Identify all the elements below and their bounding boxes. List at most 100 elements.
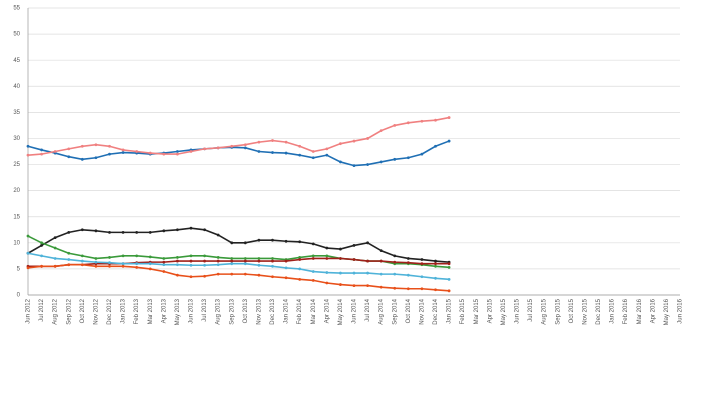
- point-marker: [203, 274, 206, 278]
- point-marker: [257, 257, 261, 260]
- point-marker: [26, 251, 30, 255]
- point-marker: [406, 257, 410, 260]
- point-marker: [94, 156, 98, 160]
- point-marker: [216, 263, 220, 267]
- point-marker: [230, 262, 234, 266]
- point-marker: [108, 261, 111, 265]
- point-marker: [53, 150, 57, 153]
- point-marker: [67, 155, 71, 159]
- x-tick-label: Jan 2013: [121, 298, 127, 323]
- point-marker: [230, 241, 234, 245]
- point-marker: [311, 270, 315, 273]
- point-marker: [135, 254, 139, 258]
- y-tick-label: 15: [13, 214, 20, 220]
- x-tick-label: Apr 2015: [487, 298, 493, 323]
- point-marker: [406, 156, 410, 160]
- point-marker: [67, 263, 71, 267]
- point-marker: [352, 244, 356, 247]
- point-marker: [80, 157, 84, 161]
- point-marker: [94, 260, 98, 264]
- point-marker: [121, 151, 125, 154]
- point-marker: [216, 146, 220, 150]
- point-marker: [393, 124, 397, 127]
- point-marker: [434, 259, 437, 263]
- point-marker: [434, 264, 437, 268]
- series-line: [27, 140, 450, 167]
- point-marker: [67, 258, 71, 261]
- x-tick-label: Nov 2013: [256, 298, 262, 324]
- point-marker: [311, 242, 315, 246]
- point-marker: [447, 277, 451, 281]
- point-marker: [393, 286, 397, 290]
- point-marker: [406, 121, 410, 125]
- x-tick-label: Jul 2013: [202, 298, 208, 321]
- x-tick-label: Oct 2015: [569, 298, 575, 323]
- x-tick-label: Jun 2014: [352, 298, 358, 323]
- y-tick-label: 55: [13, 6, 20, 12]
- point-marker: [434, 262, 437, 266]
- point-marker: [135, 230, 139, 234]
- point-marker: [284, 151, 288, 155]
- point-marker: [311, 150, 315, 153]
- point-marker: [393, 254, 397, 258]
- point-marker: [298, 144, 302, 148]
- point-marker: [176, 150, 179, 153]
- point-marker: [325, 153, 329, 157]
- point-marker: [420, 275, 424, 279]
- point-marker: [366, 241, 369, 245]
- point-marker: [379, 129, 383, 133]
- point-marker: [121, 254, 125, 258]
- point-marker: [298, 277, 302, 281]
- point-marker: [176, 263, 179, 267]
- x-tick-label: Nov 2014: [419, 298, 425, 324]
- x-tick-label: Jun 2015: [515, 298, 521, 323]
- point-marker: [339, 283, 342, 286]
- point-marker: [67, 251, 71, 255]
- point-marker: [203, 263, 206, 267]
- point-marker: [176, 259, 179, 263]
- x-tick-label: Apr 2016: [650, 298, 656, 323]
- point-marker: [189, 150, 193, 153]
- point-marker: [257, 150, 261, 153]
- point-marker: [121, 230, 125, 234]
- y-tick-label: 25: [13, 162, 20, 168]
- x-tick-label: Feb 2013: [134, 298, 140, 324]
- point-marker: [311, 156, 315, 160]
- point-marker: [298, 153, 302, 157]
- x-tick-label: Dec 2015: [596, 298, 602, 324]
- point-marker: [420, 258, 424, 261]
- series-line: [27, 116, 450, 156]
- point-marker: [366, 259, 369, 263]
- point-marker: [203, 259, 206, 263]
- x-tick-label: Mar 2013: [148, 298, 154, 324]
- point-marker: [352, 258, 356, 261]
- y-tick-label: 30: [13, 136, 20, 142]
- point-marker: [121, 262, 125, 266]
- x-tick-label: Mar 2016: [637, 298, 643, 324]
- point-marker: [271, 257, 274, 260]
- point-marker: [162, 229, 166, 233]
- point-marker: [406, 261, 410, 265]
- point-marker: [148, 230, 152, 234]
- series-line: [27, 252, 450, 281]
- point-marker: [80, 259, 84, 263]
- x-tick-label: May 2014: [338, 298, 344, 325]
- x-tick-label: Dec 2014: [433, 298, 439, 324]
- point-marker: [53, 264, 57, 268]
- x-tick-label: Sep 2012: [66, 298, 72, 324]
- point-marker: [26, 144, 30, 148]
- series-line: [28, 257, 450, 268]
- point-marker: [447, 139, 451, 143]
- point-marker: [325, 246, 329, 250]
- point-marker: [366, 137, 369, 140]
- y-tick-label: 50: [13, 32, 20, 38]
- point-marker: [80, 254, 84, 258]
- point-marker: [162, 257, 166, 260]
- point-marker: [148, 151, 152, 155]
- point-marker: [189, 263, 193, 267]
- point-marker: [40, 244, 43, 247]
- point-marker: [393, 272, 397, 276]
- x-tick-label: May 2016: [664, 298, 670, 325]
- y-tick-label: 20: [13, 188, 20, 194]
- point-marker: [271, 139, 274, 142]
